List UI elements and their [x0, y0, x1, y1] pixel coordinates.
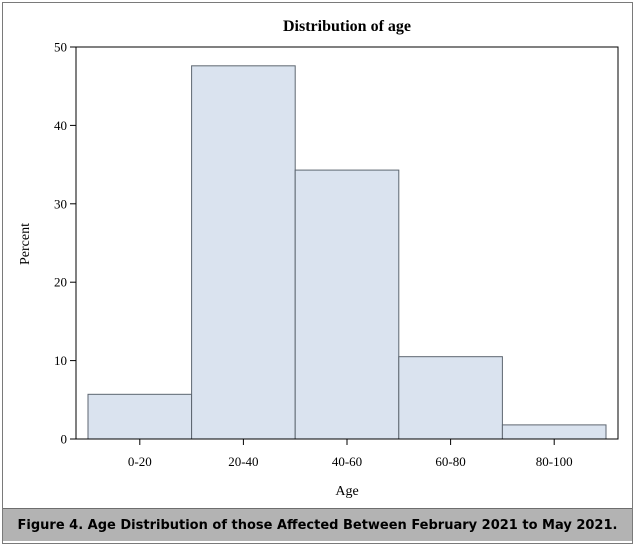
x-tick-label: 80-100: [536, 454, 573, 469]
bar-0-20: [87, 393, 193, 440]
y-axis-ticks: 0 10 20 30 40 50: [54, 40, 76, 447]
y-tick-label: 50: [54, 40, 67, 55]
y-tick-label: 10: [54, 353, 67, 368]
y-tick-label: 40: [54, 118, 67, 133]
x-tick-label: 20-40: [228, 454, 258, 469]
y-tick-label: 30: [54, 196, 67, 211]
y-tick-label: 0: [61, 432, 68, 447]
x-tick-label: 40-60: [332, 454, 362, 469]
chart-title: Distribution of age: [283, 18, 411, 35]
bar-60-80: [398, 356, 503, 440]
x-tick-label: 0-20: [128, 454, 152, 469]
bars-group: [87, 65, 607, 440]
y-tick-label: 20: [54, 275, 67, 290]
x-axis-ticks: 0-20 20-40 40-60 60-80 80-100: [128, 439, 573, 469]
figure-caption: Figure 4. Age Distribution of those Affe…: [3, 508, 632, 541]
histogram-chart: Distribution of age Percent Age 0 10 20 30 4…: [18, 18, 619, 499]
bar-80-100: [501, 424, 607, 440]
bar-20-40: [191, 65, 296, 440]
x-axis-label: Age: [335, 484, 358, 499]
bar-40-60: [294, 169, 400, 440]
x-tick-label: 60-80: [435, 454, 465, 469]
y-axis-label: Percent: [18, 223, 33, 265]
